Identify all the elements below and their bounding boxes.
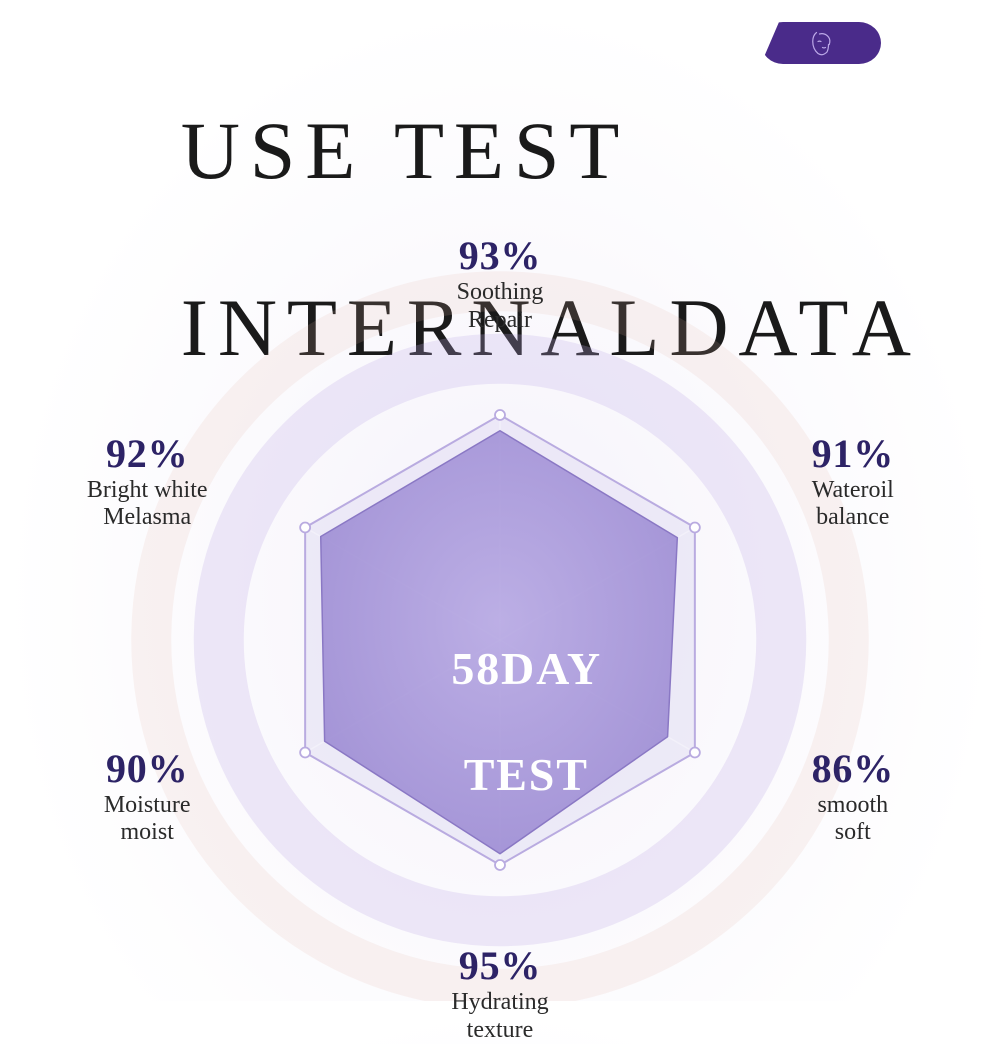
face-badge [761,22,881,64]
metric-label: Bright white Melasma [47,477,247,532]
metric-0: 93%Soothing Repair [400,235,600,334]
metric-1: 91%Wateroil balance [753,433,953,532]
metric-label: Hydrating texture [400,989,600,1044]
metric-pct: 92% [47,433,247,475]
metric-3: 95%Hydrating texture [400,945,600,1044]
face-icon [806,28,836,58]
metric-4: 90%Moisture moist [47,748,247,847]
metric-label: Wateroil balance [753,477,953,532]
title-line-1: USE TEST [181,105,630,196]
metric-pct: 90% [47,748,247,790]
metric-pct: 93% [400,235,600,277]
metric-pct: 91% [753,433,953,475]
metric-pct: 86% [753,748,953,790]
metric-pct: 95% [400,945,600,987]
metric-label: smooth soft [753,792,953,847]
metric-label: Soothing Repair [400,279,600,334]
center-text-line-1: 58DAY [451,643,602,694]
metric-label: Moisture moist [47,792,247,847]
radar-chart: 58DAY TEST 93%Soothing Repair91%Wateroil… [0,260,1001,1001]
radar-center-text: 58DAY TEST [390,590,610,854]
metric-2: 86%smooth soft [753,748,953,847]
center-text-line-2: TEST [464,749,589,800]
metric-5: 92%Bright white Melasma [47,433,247,532]
